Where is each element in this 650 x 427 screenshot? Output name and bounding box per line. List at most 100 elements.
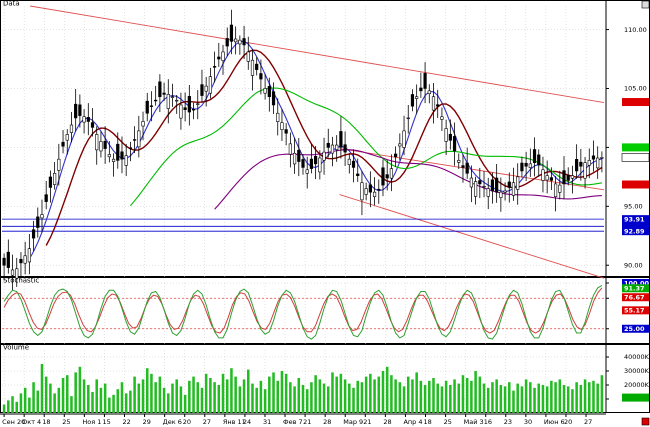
- candle-body: [23, 255, 27, 264]
- volume-bar: [461, 375, 465, 413]
- volume-bar: [465, 378, 469, 413]
- volume-bar: [428, 380, 431, 413]
- x-tick-label: 23: [504, 418, 512, 426]
- volume-bar: [7, 400, 10, 413]
- candle-body: [31, 229, 36, 239]
- volume-bar: [470, 380, 473, 413]
- candle-body: [44, 194, 48, 202]
- candle-body: [179, 104, 183, 119]
- volume-bar: [474, 371, 477, 413]
- candle-body: [271, 91, 276, 106]
- volume-bar: [87, 385, 90, 413]
- volume-bar: [297, 378, 301, 413]
- moving-average-line: [129, 87, 603, 207]
- x-tick-label: Июн 6: [544, 418, 565, 426]
- volume-bar: [406, 376, 410, 413]
- volume-bar: [284, 373, 288, 413]
- volume-bar: [293, 386, 296, 413]
- volume-bar: [444, 380, 448, 413]
- candle-body: [204, 85, 208, 92]
- value-badge: [622, 284, 649, 293]
- candle-body: [600, 157, 604, 159]
- candle-body: [217, 56, 221, 60]
- volume-bar: [364, 376, 368, 413]
- candle-body: [596, 157, 600, 169]
- volume-bar: [440, 386, 444, 413]
- candle-body: [158, 81, 162, 98]
- value-badge-label: 100.00: [624, 279, 650, 287]
- volume-bar: [331, 372, 334, 413]
- candle-body: [473, 181, 478, 197]
- volume-bar: [263, 389, 267, 413]
- candle-body: [520, 162, 524, 172]
- volume-bar: [592, 380, 595, 413]
- volume-bar: [53, 393, 56, 413]
- candle-body: [301, 159, 305, 168]
- volume-bar: [99, 387, 103, 413]
- value-badge: [621, 153, 650, 162]
- candle-body: [297, 149, 301, 162]
- candle-body: [427, 90, 431, 94]
- volume-bar: [326, 386, 330, 413]
- candle-body: [486, 188, 490, 197]
- candle-body: [187, 96, 191, 113]
- value-badge: [622, 215, 649, 224]
- volume-bar: [251, 383, 254, 413]
- candle-body: [111, 158, 116, 162]
- volume-bar: [377, 376, 381, 413]
- x-tick-label: 20: [564, 418, 572, 426]
- volume-bar: [508, 382, 511, 413]
- volume-bar: [124, 393, 128, 413]
- x-tick-label: 31: [263, 418, 271, 426]
- volume-bar: [204, 373, 208, 413]
- volume-bar: [566, 386, 570, 413]
- volume-bar: [133, 376, 136, 413]
- candle-body: [499, 191, 503, 198]
- volume-bar: [596, 383, 599, 413]
- volume-bar: [322, 383, 326, 413]
- volume-bar: [276, 380, 280, 413]
- candle-body: [423, 73, 427, 89]
- volume-bar: [116, 389, 120, 413]
- volume-bar: [108, 397, 111, 413]
- x-tick-label: 28: [383, 418, 391, 426]
- candle-body: [53, 173, 57, 185]
- value-badge-label: 99.15: [624, 154, 645, 162]
- candle-body: [562, 170, 566, 185]
- volume-bar: [44, 376, 48, 413]
- x-tick-label: 29: [143, 418, 151, 426]
- candle-body: [385, 174, 389, 179]
- candle-body: [183, 107, 187, 110]
- volume-bar: [453, 379, 456, 413]
- candle-body: [141, 121, 145, 127]
- volume-bar: [15, 401, 18, 413]
- volume-bar: [310, 382, 313, 413]
- candle-body: [452, 136, 457, 152]
- value-badge-label: 55.17: [624, 307, 645, 315]
- candle-body: [263, 88, 267, 94]
- candle-body: [465, 162, 469, 174]
- candle-body: [372, 191, 377, 197]
- volume-bar: [23, 387, 27, 413]
- candle-body: [490, 179, 495, 192]
- value-badge-label: 93.91: [624, 215, 645, 223]
- candle-body: [558, 184, 562, 193]
- panel-title-0: Data: [3, 0, 20, 8]
- candle-body: [347, 158, 351, 165]
- candle-body: [398, 143, 402, 147]
- candle-body: [175, 99, 179, 102]
- candle-body: [575, 159, 579, 172]
- candle-body: [212, 66, 217, 68]
- candle-body: [208, 76, 212, 94]
- candle-body: [587, 160, 591, 166]
- volume-bar: [129, 390, 132, 413]
- candle-body: [246, 51, 250, 62]
- candle-body: [86, 117, 90, 122]
- candle-body: [318, 157, 322, 173]
- volume-bar: [2, 404, 6, 413]
- candle-body: [288, 143, 292, 155]
- volume-bar: [40, 364, 44, 413]
- candle-body: [524, 162, 528, 167]
- candle-body: [469, 177, 473, 188]
- candle-body: [95, 134, 99, 151]
